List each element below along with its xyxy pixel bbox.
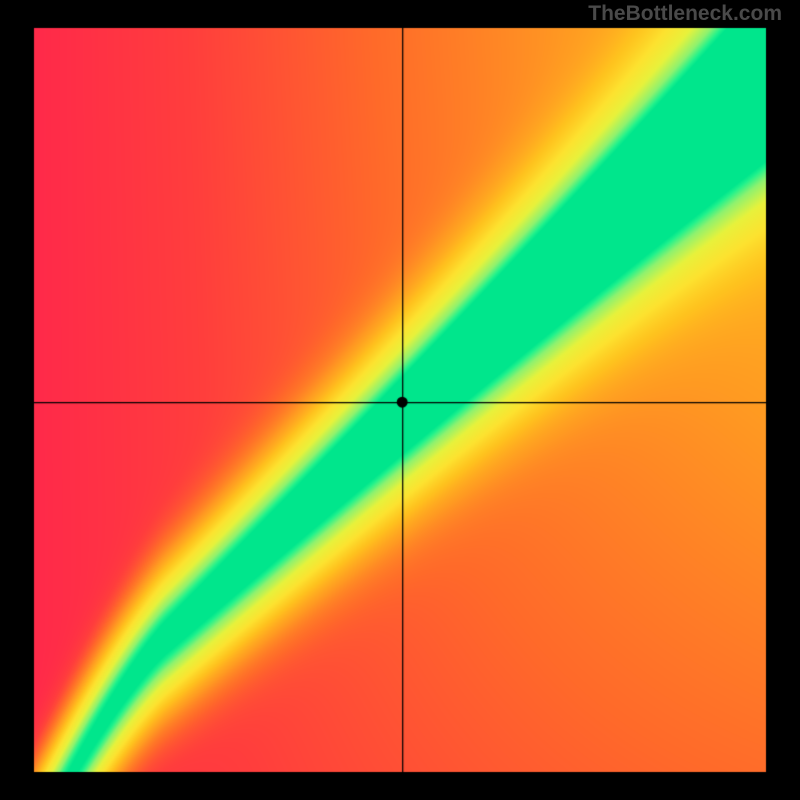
bottleneck-heatmap-canvas xyxy=(0,0,800,800)
chart-container: TheBottleneck.com xyxy=(0,0,800,800)
watermark-text: TheBottleneck.com xyxy=(588,2,782,26)
